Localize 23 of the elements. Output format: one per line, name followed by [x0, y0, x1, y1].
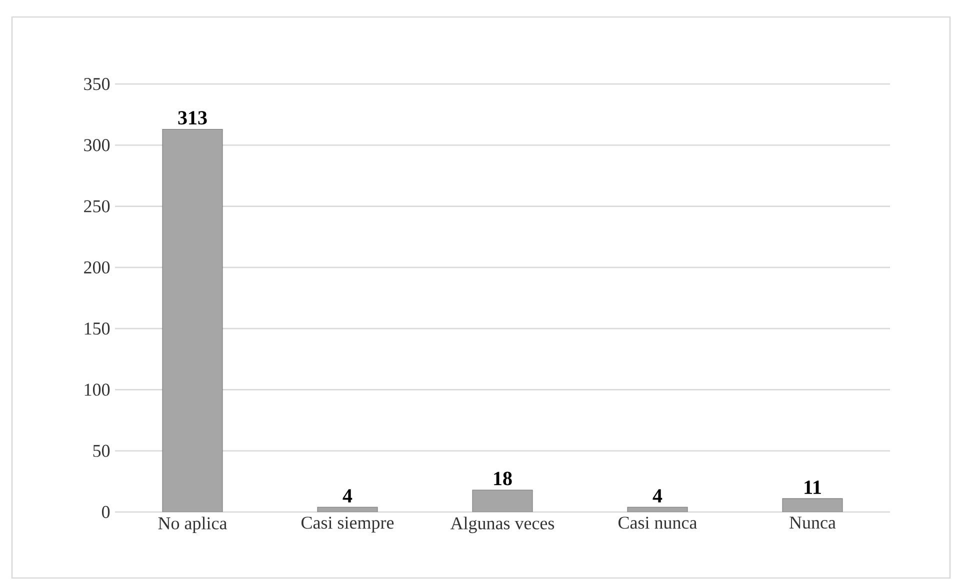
- x-tick-label: No aplica: [158, 516, 227, 534]
- x-tick-label: Casi siempre: [301, 516, 394, 532]
- bar: [162, 128, 223, 512]
- data-label: 4: [342, 489, 352, 502]
- y-tick-label: 100: [84, 384, 110, 396]
- data-label: 11: [804, 480, 821, 494]
- y-tick-label: 0: [102, 506, 110, 518]
- bar: [627, 506, 688, 512]
- x-tick-label: Casi nunca: [618, 516, 697, 529]
- bar: [317, 506, 378, 512]
- y-tick-label: 250: [84, 200, 110, 212]
- x-tick-label: Nunca: [790, 516, 836, 529]
- y-tick-label: 300: [84, 139, 110, 152]
- y-tick-label: 350: [84, 78, 110, 90]
- bar: [782, 498, 843, 512]
- y-tick-label: 150: [84, 322, 110, 335]
- y-tick-label: 50: [93, 444, 110, 457]
- data-label: 313: [178, 111, 207, 125]
- data-label: 4: [652, 489, 662, 502]
- y-tick-label: 200: [84, 261, 110, 274]
- data-label: 18: [494, 472, 512, 486]
- x-tick-label: Algunas veces: [450, 516, 554, 534]
- bar: [472, 490, 533, 512]
